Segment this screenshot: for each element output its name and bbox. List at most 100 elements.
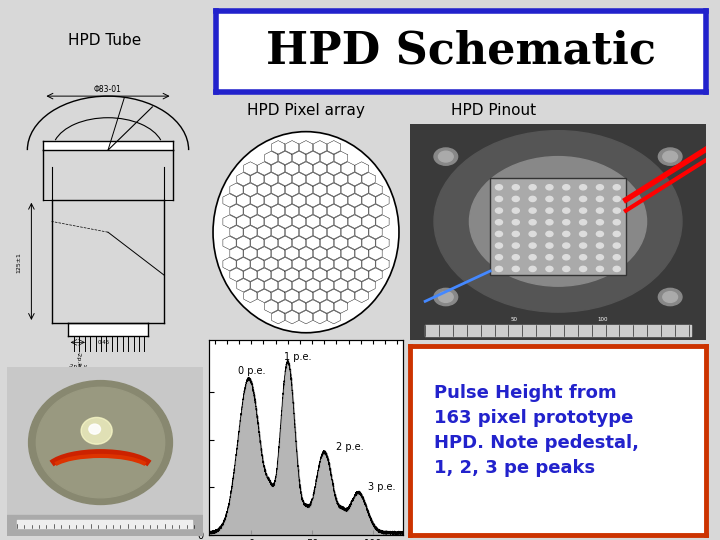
Circle shape xyxy=(529,208,536,213)
Polygon shape xyxy=(279,194,292,207)
Circle shape xyxy=(495,185,503,190)
Polygon shape xyxy=(348,172,361,186)
Circle shape xyxy=(546,185,553,190)
Polygon shape xyxy=(286,247,299,260)
Polygon shape xyxy=(265,258,278,271)
Text: Pulse Height from
163 pixel prototype
HPD. Note pedestal,
1, 2, 3 pe peaks: Pulse Height from 163 pixel prototype HP… xyxy=(434,384,639,477)
Polygon shape xyxy=(279,236,292,249)
Polygon shape xyxy=(334,300,347,313)
Circle shape xyxy=(613,208,621,213)
Polygon shape xyxy=(292,279,306,292)
Circle shape xyxy=(495,208,503,213)
Polygon shape xyxy=(286,183,299,197)
Polygon shape xyxy=(355,162,368,176)
Polygon shape xyxy=(237,172,250,186)
Circle shape xyxy=(529,231,536,237)
Polygon shape xyxy=(300,310,312,324)
Circle shape xyxy=(495,255,503,260)
Circle shape xyxy=(495,220,503,225)
Polygon shape xyxy=(300,183,312,197)
Polygon shape xyxy=(300,289,312,302)
Polygon shape xyxy=(265,151,278,165)
Circle shape xyxy=(663,292,678,302)
Circle shape xyxy=(563,243,570,248)
Polygon shape xyxy=(369,247,382,260)
Polygon shape xyxy=(251,258,264,271)
Polygon shape xyxy=(376,194,389,207)
Polygon shape xyxy=(237,236,250,249)
Circle shape xyxy=(613,231,621,237)
Polygon shape xyxy=(320,215,333,228)
Polygon shape xyxy=(292,194,306,207)
Polygon shape xyxy=(369,226,382,239)
Circle shape xyxy=(438,292,453,302)
Polygon shape xyxy=(251,172,264,186)
Polygon shape xyxy=(271,204,285,218)
Circle shape xyxy=(596,185,603,190)
Polygon shape xyxy=(230,247,243,260)
Polygon shape xyxy=(306,151,320,165)
Polygon shape xyxy=(292,215,306,228)
Text: 50: 50 xyxy=(510,317,517,322)
Circle shape xyxy=(613,185,621,190)
Polygon shape xyxy=(251,279,264,292)
Polygon shape xyxy=(271,162,285,176)
Polygon shape xyxy=(320,151,333,165)
Polygon shape xyxy=(306,172,320,186)
Text: 100: 100 xyxy=(597,317,608,322)
Circle shape xyxy=(613,197,621,201)
Circle shape xyxy=(580,208,587,213)
Circle shape xyxy=(529,185,536,190)
Polygon shape xyxy=(306,215,320,228)
Polygon shape xyxy=(292,236,306,249)
Polygon shape xyxy=(362,215,375,228)
Circle shape xyxy=(89,424,101,434)
Polygon shape xyxy=(271,289,285,302)
Polygon shape xyxy=(320,194,333,207)
Polygon shape xyxy=(348,279,361,292)
Polygon shape xyxy=(271,183,285,197)
Circle shape xyxy=(596,208,603,213)
Polygon shape xyxy=(341,162,354,176)
Polygon shape xyxy=(320,258,333,271)
Polygon shape xyxy=(279,300,292,313)
Polygon shape xyxy=(271,310,285,324)
Circle shape xyxy=(613,255,621,260)
Text: 0 p.e.: 0 p.e. xyxy=(238,366,265,376)
Polygon shape xyxy=(265,194,278,207)
Text: 125±1: 125±1 xyxy=(17,252,22,273)
Text: 2 p.e.: 2 p.e. xyxy=(336,442,364,451)
Polygon shape xyxy=(279,215,292,228)
Circle shape xyxy=(658,288,682,306)
Polygon shape xyxy=(313,183,326,197)
Polygon shape xyxy=(258,204,271,218)
Circle shape xyxy=(529,220,536,225)
Polygon shape xyxy=(334,279,347,292)
Polygon shape xyxy=(376,258,389,271)
Circle shape xyxy=(529,197,536,201)
Circle shape xyxy=(495,197,503,201)
Circle shape xyxy=(512,231,519,237)
Polygon shape xyxy=(237,215,250,228)
Polygon shape xyxy=(244,183,257,197)
Circle shape xyxy=(546,197,553,201)
Polygon shape xyxy=(271,247,285,260)
Polygon shape xyxy=(369,204,382,218)
Polygon shape xyxy=(313,310,326,324)
Ellipse shape xyxy=(213,132,399,333)
Polygon shape xyxy=(223,236,236,249)
Polygon shape xyxy=(237,258,250,271)
Circle shape xyxy=(512,208,519,213)
FancyBboxPatch shape xyxy=(410,124,706,340)
Polygon shape xyxy=(327,140,341,154)
Polygon shape xyxy=(244,247,257,260)
Polygon shape xyxy=(251,194,264,207)
Polygon shape xyxy=(313,204,326,218)
Polygon shape xyxy=(355,226,368,239)
Circle shape xyxy=(596,197,603,201)
Polygon shape xyxy=(230,226,243,239)
Circle shape xyxy=(613,266,621,272)
Circle shape xyxy=(36,387,165,498)
Polygon shape xyxy=(251,236,264,249)
Circle shape xyxy=(580,220,587,225)
